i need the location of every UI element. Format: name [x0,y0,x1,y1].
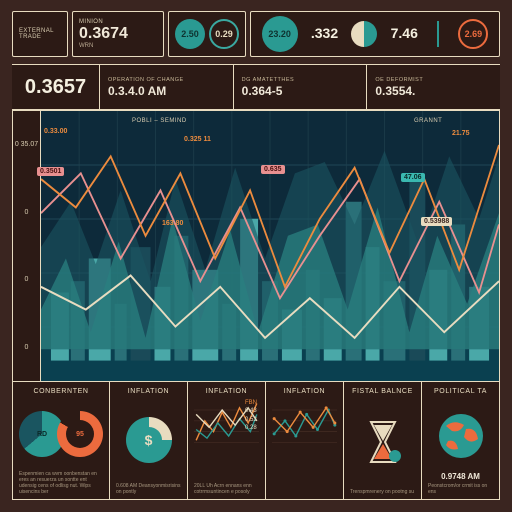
bubble-group-b: 23.20 .332 7.46 2.69 [250,11,500,57]
chart-tag: POBLI – SEMIND [129,117,190,125]
sparkline-b [272,399,337,447]
dollar-icon: $ [136,427,162,453]
y-axis: 0 35.07 0 0 0 [13,111,41,381]
chart-area: POBLI – SEMIND GRANNT 0.325 11 21.75 0.635 47… [41,111,499,381]
donut-dollar: $ [126,417,172,463]
card-fiscal-balance: FISTAL BALNCE Trenspmrenery on pootng su [344,382,422,499]
chart-tag: 0.635 [261,165,285,174]
main-chart: 0 35.07 0 0 0 POBLI – SEMIND GRANNT 0.325 … [12,110,500,382]
chart-tag: 0.53988 [421,217,452,226]
bubble-e: 7.46 [391,26,418,41]
panel-main-metric: MINION 0.3674 WRN [72,11,164,57]
metric-cell-1: DG AMATETTHES 0.364-5 [234,65,368,109]
card-inflation-donut: INFLATION $ 0.608 AM Deansyonmisrisins o… [110,382,188,499]
chart-tag: 0.325 11 [181,135,214,144]
chart-tag: GRANNT [411,117,445,125]
chart-tag: 163.80 [159,219,186,228]
top-row: EXTERNAL TRADE MINION 0.3674 WRN 2.50 0.… [12,10,500,58]
panel-external-trade: EXTERNAL TRADE [12,11,68,57]
globe-icon [436,411,486,461]
metric-cell-0: OPERATION OF CHANGE 0.3.4.0 AM [100,65,234,109]
chart-tag: 21.75 [449,129,473,138]
chart-tag: 47.06 [401,173,425,182]
chart-tag: 0.3501 [37,167,64,176]
label: EXTERNAL TRADE [19,28,61,40]
card-inflation-spark-b: INFLATION [266,382,344,499]
card-inflation-spark-a: INFLATION FBN 0.43 0.53 0.28 20LL Uh Acr… [188,382,266,499]
big-metric: 0.3657 [12,65,100,109]
card-political: POLITICAL TA 0.9748 AM Peonstcrom/or crm… [422,382,499,499]
bubble-a: 2.50 [175,19,205,49]
bottom-row: CONBERNTEN RD 95 Espenmien ca wvm oonben… [12,382,500,500]
dashboard-frame: EXTERNAL TRADE MINION 0.3674 WRN 2.50 0.… [0,0,512,512]
sub: WRN [79,43,157,49]
card-conbernten: CONBERNTEN RD 95 Espenmien ca wvm oonben… [13,382,110,499]
metrics-row: 0.3657 OPERATION OF CHANGE 0.3.4.0 AM DG… [12,64,500,110]
chart-tag: 0.33.00 [41,127,70,136]
metric-cell-2: OE DEFORMIST 0.3554. [367,65,500,109]
bubble-group-a: 2.50 0.29 [168,11,246,57]
divider-icon [431,19,445,49]
value: 0.3674 [79,25,157,43]
bubble-d: .332 [311,26,338,41]
bubble-b: 0.29 [209,19,239,49]
half-moon-icon [351,21,377,47]
donut-b: 95 [57,411,103,457]
bubble-c: 23.20 [262,16,298,52]
bubble-f: 2.69 [458,19,488,49]
hourglass-icon [363,418,403,468]
